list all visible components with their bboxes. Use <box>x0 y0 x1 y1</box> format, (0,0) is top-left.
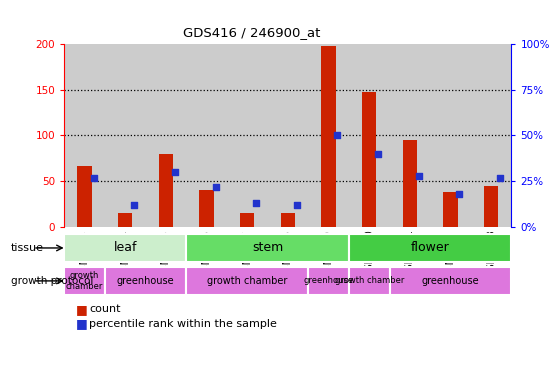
Bar <box>349 234 511 262</box>
Text: ■: ■ <box>75 303 87 316</box>
Point <box>89 175 98 180</box>
Text: stem: stem <box>252 242 283 254</box>
Point <box>170 169 179 175</box>
Bar <box>349 267 390 295</box>
Point <box>211 184 220 190</box>
Point <box>414 173 423 179</box>
Text: percentile rank within the sample: percentile rank within the sample <box>89 319 277 329</box>
Bar <box>200 190 214 227</box>
Bar <box>402 140 417 227</box>
Bar <box>159 154 173 227</box>
Text: GDS416 / 246900_at: GDS416 / 246900_at <box>183 26 320 39</box>
Bar <box>64 44 511 227</box>
Bar <box>105 267 186 295</box>
Bar <box>281 213 295 227</box>
Bar <box>64 234 186 262</box>
Bar <box>390 267 511 295</box>
Bar <box>78 165 92 227</box>
Point <box>252 200 260 206</box>
Bar <box>321 46 335 227</box>
Text: ■: ■ <box>75 317 87 330</box>
Bar <box>240 213 254 227</box>
Point <box>292 202 301 208</box>
Text: growth protocol: growth protocol <box>11 276 93 286</box>
Text: count: count <box>89 304 121 314</box>
Text: leaf: leaf <box>113 242 137 254</box>
Point <box>373 151 382 157</box>
Text: greenhouse: greenhouse <box>421 276 479 286</box>
Point <box>333 132 342 138</box>
Bar <box>362 92 376 227</box>
Text: greenhouse: greenhouse <box>304 276 354 285</box>
Text: growth chamber: growth chamber <box>207 276 287 286</box>
Bar <box>186 267 308 295</box>
Point <box>496 175 505 180</box>
Text: greenhouse: greenhouse <box>117 276 174 286</box>
Text: flower: flower <box>411 242 449 254</box>
Text: growth
chamber: growth chamber <box>66 271 103 291</box>
Bar <box>308 267 349 295</box>
Point <box>455 191 464 197</box>
Bar <box>118 213 132 227</box>
Text: tissue: tissue <box>11 243 44 253</box>
Bar <box>186 234 349 262</box>
Bar <box>484 186 498 227</box>
Bar <box>64 267 105 295</box>
Bar <box>443 192 458 227</box>
Point <box>130 202 139 208</box>
Text: growth chamber: growth chamber <box>334 276 404 285</box>
